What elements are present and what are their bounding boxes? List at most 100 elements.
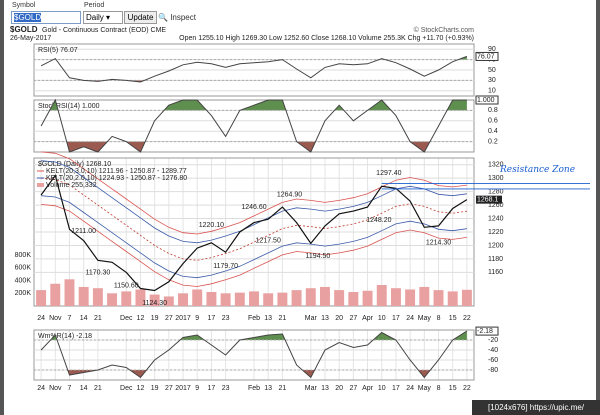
volume-bar <box>121 291 132 306</box>
x-tick-label: 13 <box>264 315 272 322</box>
indicator-line <box>40 330 468 379</box>
price-annotation: 1214.30 <box>426 240 451 247</box>
volume-bar <box>291 290 302 306</box>
volume-tick-label: 200K <box>15 290 32 297</box>
y-tick-label: -40 <box>488 347 498 354</box>
volume-bar <box>461 289 472 306</box>
y-tick-label: 50 <box>488 67 496 74</box>
period-select[interactable]: Daily ▾ <box>83 11 123 24</box>
overbought-area <box>41 56 467 60</box>
x-tick-label: 17 <box>392 315 400 322</box>
indicator-line <box>40 55 468 83</box>
current-box <box>475 51 499 61</box>
volume-tick-label: 600K <box>15 265 32 272</box>
series-line <box>41 204 467 287</box>
panel-frame <box>33 99 475 153</box>
volume-bar <box>320 286 330 306</box>
x-tick-label: Nov <box>49 315 62 322</box>
x-tick-label: Dec <box>120 385 133 392</box>
volume-bar <box>348 292 359 306</box>
period-value: Daily <box>86 13 104 22</box>
x-tick-label: Mar <box>305 315 318 322</box>
y-tick-label: 0.4 <box>488 128 498 135</box>
x-tick-label: 2017 <box>175 385 191 392</box>
price-annotation: 1194.50 <box>305 253 330 260</box>
volume-bar <box>447 291 458 306</box>
x-tick-label: 17 <box>392 385 400 392</box>
x-tick-label: 21 <box>278 385 286 392</box>
x-tick-label: 10 <box>378 315 386 322</box>
x-tick-label: 24 <box>406 315 414 322</box>
series-line <box>41 151 467 235</box>
x-tick-label: 13 <box>264 385 272 392</box>
current-label: -2.18 <box>477 328 493 335</box>
overbought-area <box>49 100 467 111</box>
x-tick-label: 17 <box>208 315 216 322</box>
volume-bar <box>135 289 146 306</box>
x-tick-label: 14 <box>80 315 88 322</box>
inspect-label: Inspect <box>170 13 196 22</box>
y-tick-label: 90 <box>488 46 496 53</box>
panel-title: StochRSI(14) 1.000 <box>38 103 100 110</box>
current-box <box>476 195 502 204</box>
volume-bar <box>64 279 75 306</box>
volume-bar <box>92 288 103 306</box>
x-tick-label: 22 <box>463 315 471 322</box>
symbol-value: $GOLD <box>14 13 42 22</box>
watermark-box <box>472 400 600 415</box>
y-tick-label: 1320 <box>488 162 504 169</box>
x-tick-label: 15 <box>449 385 457 392</box>
y-tick-label: 1200 <box>488 242 504 249</box>
x-tick-label: Mar <box>305 385 318 392</box>
panel-title: Wm%R(14) -2.18 <box>38 333 92 340</box>
x-tick-label: Dec <box>120 315 133 322</box>
oversold-area <box>83 80 145 82</box>
update-button[interactable]: Update <box>124 11 157 24</box>
x-tick-label: May <box>418 385 432 392</box>
x-tick-label: Feb <box>248 315 260 322</box>
volume-bar <box>36 290 47 306</box>
x-tick-label: 13 <box>321 385 329 392</box>
x-tick-label: 10 <box>378 385 386 392</box>
y-tick-label: 1240 <box>488 215 504 222</box>
price-annotation: 1170.30 <box>85 269 110 276</box>
x-tick-label: 24 <box>37 385 45 392</box>
volume-bar <box>50 283 61 306</box>
x-tick-label: 12 <box>137 315 145 322</box>
volume-bar <box>419 286 430 306</box>
volume-bar <box>362 290 373 306</box>
legend-label: Volume 255,332 <box>46 182 97 189</box>
y-tick-label: 1280 <box>488 188 504 195</box>
x-tick-label: Feb <box>248 385 260 392</box>
y-tick-label: 1160 <box>488 269 503 276</box>
x-tick-label: 17 <box>208 385 216 392</box>
legend-label: KELT(20,2.0,10) 1224.93 - 1250.87 - 1276… <box>46 175 187 182</box>
volume-bar <box>334 290 345 306</box>
watermark: [1024x676] https://upic.me/ <box>488 403 585 412</box>
y-tick-label: 30 <box>488 77 496 84</box>
symbol-input[interactable]: $GOLD <box>11 11 81 24</box>
x-tick-label: 9 <box>195 385 199 392</box>
y-tick-label: 0.6 <box>488 118 498 125</box>
volume-tick-label: 800K <box>15 252 32 259</box>
panel-title: RSI(5) 76.07 <box>38 47 78 54</box>
x-tick-label: 8 <box>437 315 441 322</box>
price-annotation: 1220.10 <box>199 222 224 229</box>
x-tick-label: 15 <box>449 315 457 322</box>
header-date: 26-May-2017 <box>10 35 51 42</box>
inspect-toggle[interactable]: 🔍 Inspect <box>158 13 196 22</box>
price-annotation: 1179.70 <box>213 263 238 270</box>
volume-bar <box>163 296 174 306</box>
x-tick-label: 13 <box>321 315 329 322</box>
series-line <box>40 174 468 292</box>
volume-bar <box>263 293 274 306</box>
credit: © StockCharts.com <box>414 26 475 34</box>
legend-swatch <box>37 183 44 187</box>
x-tick-label: 23 <box>222 385 230 392</box>
price-annotation: 1264.90 <box>277 192 302 199</box>
current-label: 1.000 <box>477 97 495 104</box>
volume-bar <box>405 289 416 306</box>
volume-bar <box>220 293 231 306</box>
